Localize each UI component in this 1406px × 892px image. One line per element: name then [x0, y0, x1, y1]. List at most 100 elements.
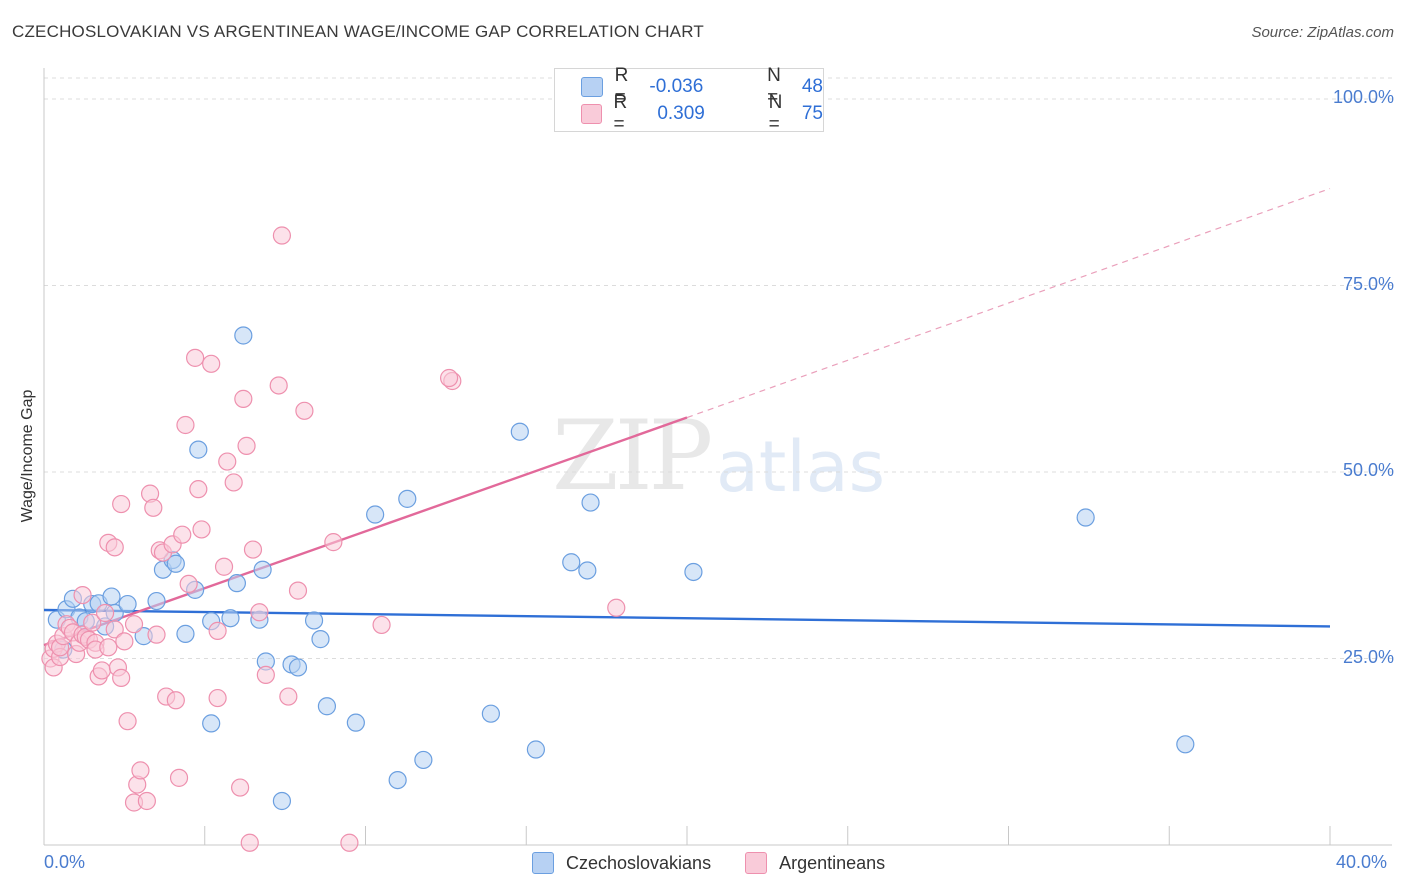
point-argentinean	[169, 768, 189, 787]
point-czechoslovakian	[304, 611, 324, 630]
point-argentinean	[288, 581, 308, 600]
point-czechoslovakian	[288, 658, 308, 677]
x-tick-label-max: 40.0%	[1336, 852, 1388, 872]
point-argentinean	[118, 712, 137, 731]
source-label: Source: ZipAtlas.com	[1251, 24, 1394, 41]
point-czechoslovakian	[166, 554, 185, 573]
point-argentinean	[147, 625, 166, 644]
point-czechoslovakian	[510, 422, 529, 441]
point-argentinean	[115, 632, 134, 651]
point-czechoslovakian	[118, 594, 137, 614]
point-argentinean	[256, 665, 275, 685]
point-czechoslovakian	[272, 791, 292, 811]
point-czechoslovakian	[189, 440, 208, 459]
point-czechoslovakian	[234, 326, 253, 345]
point-argentinean	[372, 615, 391, 635]
point-argentinean	[95, 603, 115, 623]
point-argentinean	[231, 778, 250, 797]
series-legend-argentineans[interactable]: Argentineans	[745, 852, 885, 874]
point-argentinean	[176, 415, 195, 435]
point-czechoslovakian	[581, 493, 600, 512]
trend-line-argentineans-extension	[686, 187, 1331, 419]
data-points	[41, 226, 1195, 852]
point-czechoslovakian	[227, 574, 246, 593]
point-argentinean	[92, 661, 111, 680]
point-argentinean	[607, 598, 626, 617]
point-czechoslovakian	[481, 704, 500, 723]
point-czechoslovakian	[414, 750, 433, 770]
point-argentinean	[189, 480, 208, 499]
legend-n-value: 48	[801, 76, 823, 97]
y-tick-label: 50.0%	[1342, 460, 1394, 480]
point-argentinean	[272, 226, 292, 245]
y-axis-label: Wage/Income Gap	[19, 389, 36, 523]
point-argentinean	[269, 376, 288, 395]
point-argentinean	[237, 436, 256, 455]
point-argentinean	[124, 615, 144, 634]
point-argentinean	[295, 401, 314, 420]
point-argentinean	[340, 833, 359, 852]
trend-line-argentineans	[43, 416, 688, 647]
legend-n-value: 75	[801, 103, 823, 124]
swatch-blue	[532, 852, 554, 874]
legend-n-label: N =	[767, 65, 781, 108]
point-czechoslovakian	[684, 562, 703, 582]
series-legend-label: Czechoslovakians	[566, 852, 712, 873]
point-argentinean	[224, 473, 243, 492]
point-argentinean	[186, 348, 205, 367]
point-argentinean	[324, 533, 343, 552]
y-tick-label: 100.0%	[1332, 87, 1394, 107]
point-argentinean	[234, 389, 253, 408]
point-argentinean	[112, 494, 131, 514]
point-czechoslovakian	[1076, 508, 1095, 527]
point-czechoslovakian	[102, 587, 121, 606]
point-czechoslovakian	[253, 560, 272, 579]
point-czechoslovakian	[176, 624, 195, 643]
x-tick-label-min: 0.0%	[44, 852, 86, 872]
point-argentinean	[192, 520, 211, 539]
legend-r-label: R =	[614, 65, 629, 108]
legend-row-czechoslovakians: R = -0.036 N = 48	[581, 65, 823, 108]
point-argentinean	[83, 613, 102, 632]
point-argentinean	[240, 833, 259, 852]
point-argentinean	[105, 538, 124, 557]
axes	[43, 68, 1392, 846]
point-czechoslovakian	[147, 591, 166, 611]
point-czechoslovakian	[311, 630, 330, 649]
point-argentinean	[250, 603, 269, 622]
point-czechoslovakian	[366, 505, 385, 524]
point-czechoslovakian	[388, 770, 407, 790]
point-argentinean	[279, 687, 298, 706]
point-czechoslovakian	[317, 697, 337, 716]
point-argentinean	[214, 557, 234, 576]
chart-title: CZECHOSLOVAKIAN VS ARGENTINEAN WAGE/INCO…	[12, 22, 704, 41]
legend-row-argentineans: R = 0.309 N = 75	[581, 92, 823, 135]
point-argentinean	[173, 525, 192, 544]
point-argentinean	[208, 688, 227, 708]
point-argentinean	[144, 498, 163, 517]
point-argentinean	[99, 638, 118, 657]
point-argentinean	[137, 791, 156, 811]
point-argentinean	[112, 668, 131, 687]
point-argentinean	[208, 621, 227, 640]
y-tick-label: 75.0%	[1342, 273, 1394, 294]
point-czechoslovakian	[1176, 735, 1195, 754]
point-czechoslovakian	[578, 561, 597, 580]
legend-r-label: R =	[613, 92, 628, 135]
gridlines	[44, 77, 1392, 659]
point-argentinean	[73, 585, 92, 605]
series-legend-czechoslovakians[interactable]: Czechoslovakians	[532, 852, 711, 874]
point-argentinean	[202, 354, 221, 373]
point-czechoslovakian	[221, 609, 240, 628]
legend-r-value: 0.309	[657, 103, 705, 124]
y-tick-label: 25.0%	[1342, 646, 1394, 667]
point-argentinean	[439, 368, 459, 388]
point-argentinean	[105, 620, 124, 639]
legend-swatch-pink	[581, 104, 602, 124]
point-czechoslovakian	[562, 553, 581, 572]
swatch-pink	[745, 852, 768, 874]
point-argentinean	[179, 574, 198, 594]
point-argentinean	[243, 540, 263, 559]
point-czechoslovakian	[526, 740, 545, 759]
